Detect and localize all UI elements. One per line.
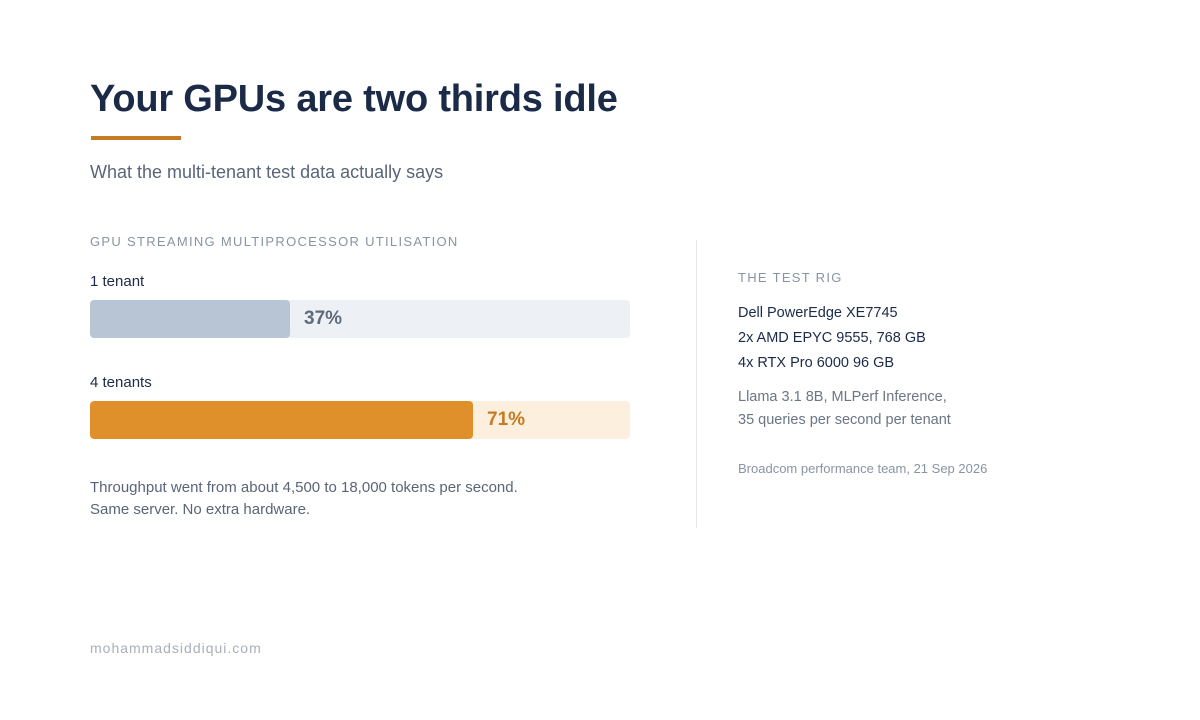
bar-value-1-tenant: 37%	[304, 308, 343, 329]
source-credit: Broadcom performance team, 21 Sep 2026	[738, 461, 988, 476]
page-subtitle: What the multi-tenant test data actually…	[90, 162, 444, 182]
hardware-note: Same server. No extra hardware.	[90, 501, 311, 518]
column-divider	[696, 240, 697, 528]
rig-server: Dell PowerEdge XE7745	[738, 305, 898, 321]
rig-gpu: 4x RTX Pro 6000 96 GB	[738, 355, 895, 371]
title-accent-rule	[91, 136, 181, 140]
bar-4-tenants	[90, 401, 473, 439]
rig-workload-rate: 35 queries per second per tenant	[738, 412, 951, 428]
bar-track-4-tenants: 71%	[90, 401, 630, 439]
bar-label-4-tenants: 4 tenants	[90, 374, 152, 391]
rig-workload-model: Llama 3.1 8B, MLPerf Inference,	[738, 389, 947, 405]
chart-title: GPU STREAMING MULTIPROCESSOR UTILISATION	[90, 234, 459, 249]
bar-track-1-tenant: 37%	[90, 300, 630, 338]
bar-value-4-tenants: 71%	[487, 409, 526, 430]
bar-label-1-tenant: 1 tenant	[90, 273, 145, 290]
throughput-note: Throughput went from about 4,500 to 18,0…	[90, 479, 518, 496]
footer-site: mohammadsiddiqui.com	[90, 640, 262, 656]
rig-heading: THE TEST RIG	[738, 270, 843, 285]
page-title: Your GPUs are two thirds idle	[90, 78, 618, 120]
rig-cpu: 2x AMD EPYC 9555, 768 GB	[738, 330, 926, 346]
bar-1-tenant	[90, 300, 290, 338]
